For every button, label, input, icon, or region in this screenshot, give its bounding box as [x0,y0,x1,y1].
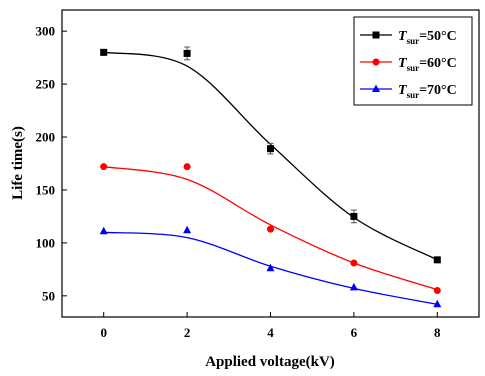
y-tick-label-4: 250 [36,77,56,92]
data-point-1-4 [433,287,441,295]
data-point-1-3 [350,259,358,267]
legend-marker-1 [372,58,380,66]
data-point-2-4 [433,299,442,308]
data-point-2-1 [183,225,192,234]
data-points [99,46,442,308]
y-tick-label-5: 300 [36,24,56,39]
data-point-0-2 [267,145,274,153]
legend-label-value: =70°C [419,83,457,98]
y-tick-label-1: 100 [36,235,56,250]
data-point-2-2 [266,263,275,272]
data-point-0-4 [433,256,441,264]
legend-marker-0 [372,31,380,39]
data-point-0-0 [100,48,108,56]
legend-label-2: Tsur=70°C [398,83,457,100]
fit-curve-1 [103,166,438,291]
data-point-2-0 [99,226,108,235]
data-point-2-3 [349,282,358,291]
data-point-1-0 [100,163,108,171]
data-point-0-1 [183,49,191,57]
y-axis-title: Life time(s) [10,126,26,200]
x-tick-label-2: 4 [267,325,274,340]
y-tick-label-0: 50 [42,288,55,303]
x-axis-title: Applied voltage(kV) [205,354,335,370]
y-tick-label-2: 150 [36,182,56,197]
data-point-0-3 [350,212,358,220]
legend-label-value: =50°C [419,29,457,44]
data-point-1-2 [267,225,274,233]
axis-ticks: 0 2 4 6 8 50 100 150 200 250 300 [36,24,442,340]
legend-label-0: Tsur=50°C [398,29,457,46]
legend-label-1: Tsur=60°C [398,56,457,73]
data-point-1-1 [183,163,191,171]
legend-marker-2 [372,84,380,92]
legend-label-main: T [398,83,408,98]
legend-label-main: T [398,56,408,71]
x-tick-label-3: 6 [351,325,358,340]
legend-label-sub: sur [407,36,420,46]
legend-label-main: T [398,29,408,44]
legend-label-sub: sur [407,63,420,73]
legend-label-value: =60°C [419,56,457,71]
y-tick-label-3: 200 [36,130,56,145]
legend-label-sub: sur [407,90,420,100]
x-tick-label-0: 0 [100,325,107,340]
x-tick-label-4: 8 [434,325,441,340]
x-tick-label-1: 2 [184,325,191,340]
